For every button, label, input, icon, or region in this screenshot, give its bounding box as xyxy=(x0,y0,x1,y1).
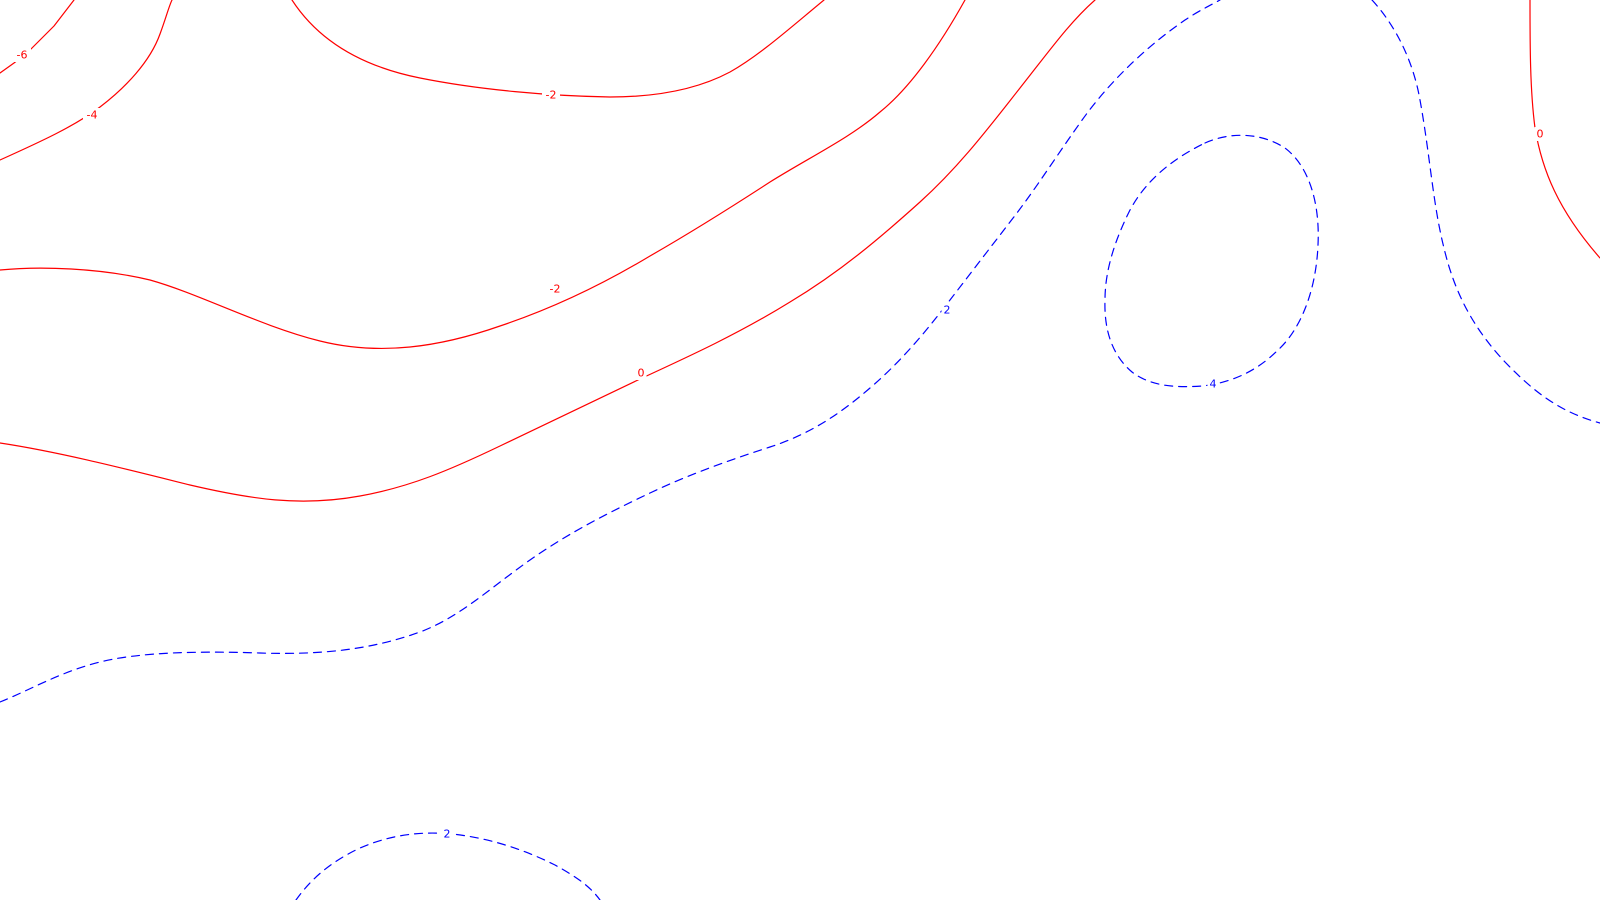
contour-label-background xyxy=(1534,127,1546,141)
contour-line-pos2-main xyxy=(0,0,1221,703)
contour-line-zero-main xyxy=(0,0,1096,502)
contour-label-zero-main: 0 xyxy=(638,367,645,380)
contour-line-neg2-middle xyxy=(0,0,966,350)
contour-label-neg2-top: -2 xyxy=(546,89,557,102)
contour-label-neg2-middle: -2 xyxy=(550,283,561,296)
contour-label-background xyxy=(546,282,564,296)
contour-label-zero-right-edge: 0 xyxy=(1537,128,1544,141)
contour-label-background xyxy=(13,48,31,62)
contour-line-neg2-top xyxy=(291,0,825,98)
contour-line-pos2-right xyxy=(1371,0,1600,424)
contour-label-background xyxy=(441,827,453,841)
contour-label-pos2-main: 2 xyxy=(944,304,951,317)
contour-label-neg4-top-left: -4 xyxy=(87,109,98,122)
contour-label-background xyxy=(1207,377,1219,391)
contour-label-pos2-bottom: 2 xyxy=(444,828,451,841)
contour-labels: -6 -4 -2 -2 0 0 2 4 2 xyxy=(13,48,1546,841)
contour-label-background xyxy=(83,108,101,122)
contour-line-pos2-bottom xyxy=(295,832,601,900)
contour-label-background xyxy=(542,88,560,102)
contour-label-background xyxy=(635,366,647,380)
contour-line-neg6-top-left xyxy=(0,0,75,74)
contour-label-background xyxy=(941,303,953,317)
contour-line-pos4-loop xyxy=(1104,134,1319,388)
contour-line-neg4-top-left xyxy=(0,0,173,161)
contour-label-pos4-loop: 4 xyxy=(1210,378,1217,391)
contour-label-neg6-top-left: -6 xyxy=(17,49,28,62)
